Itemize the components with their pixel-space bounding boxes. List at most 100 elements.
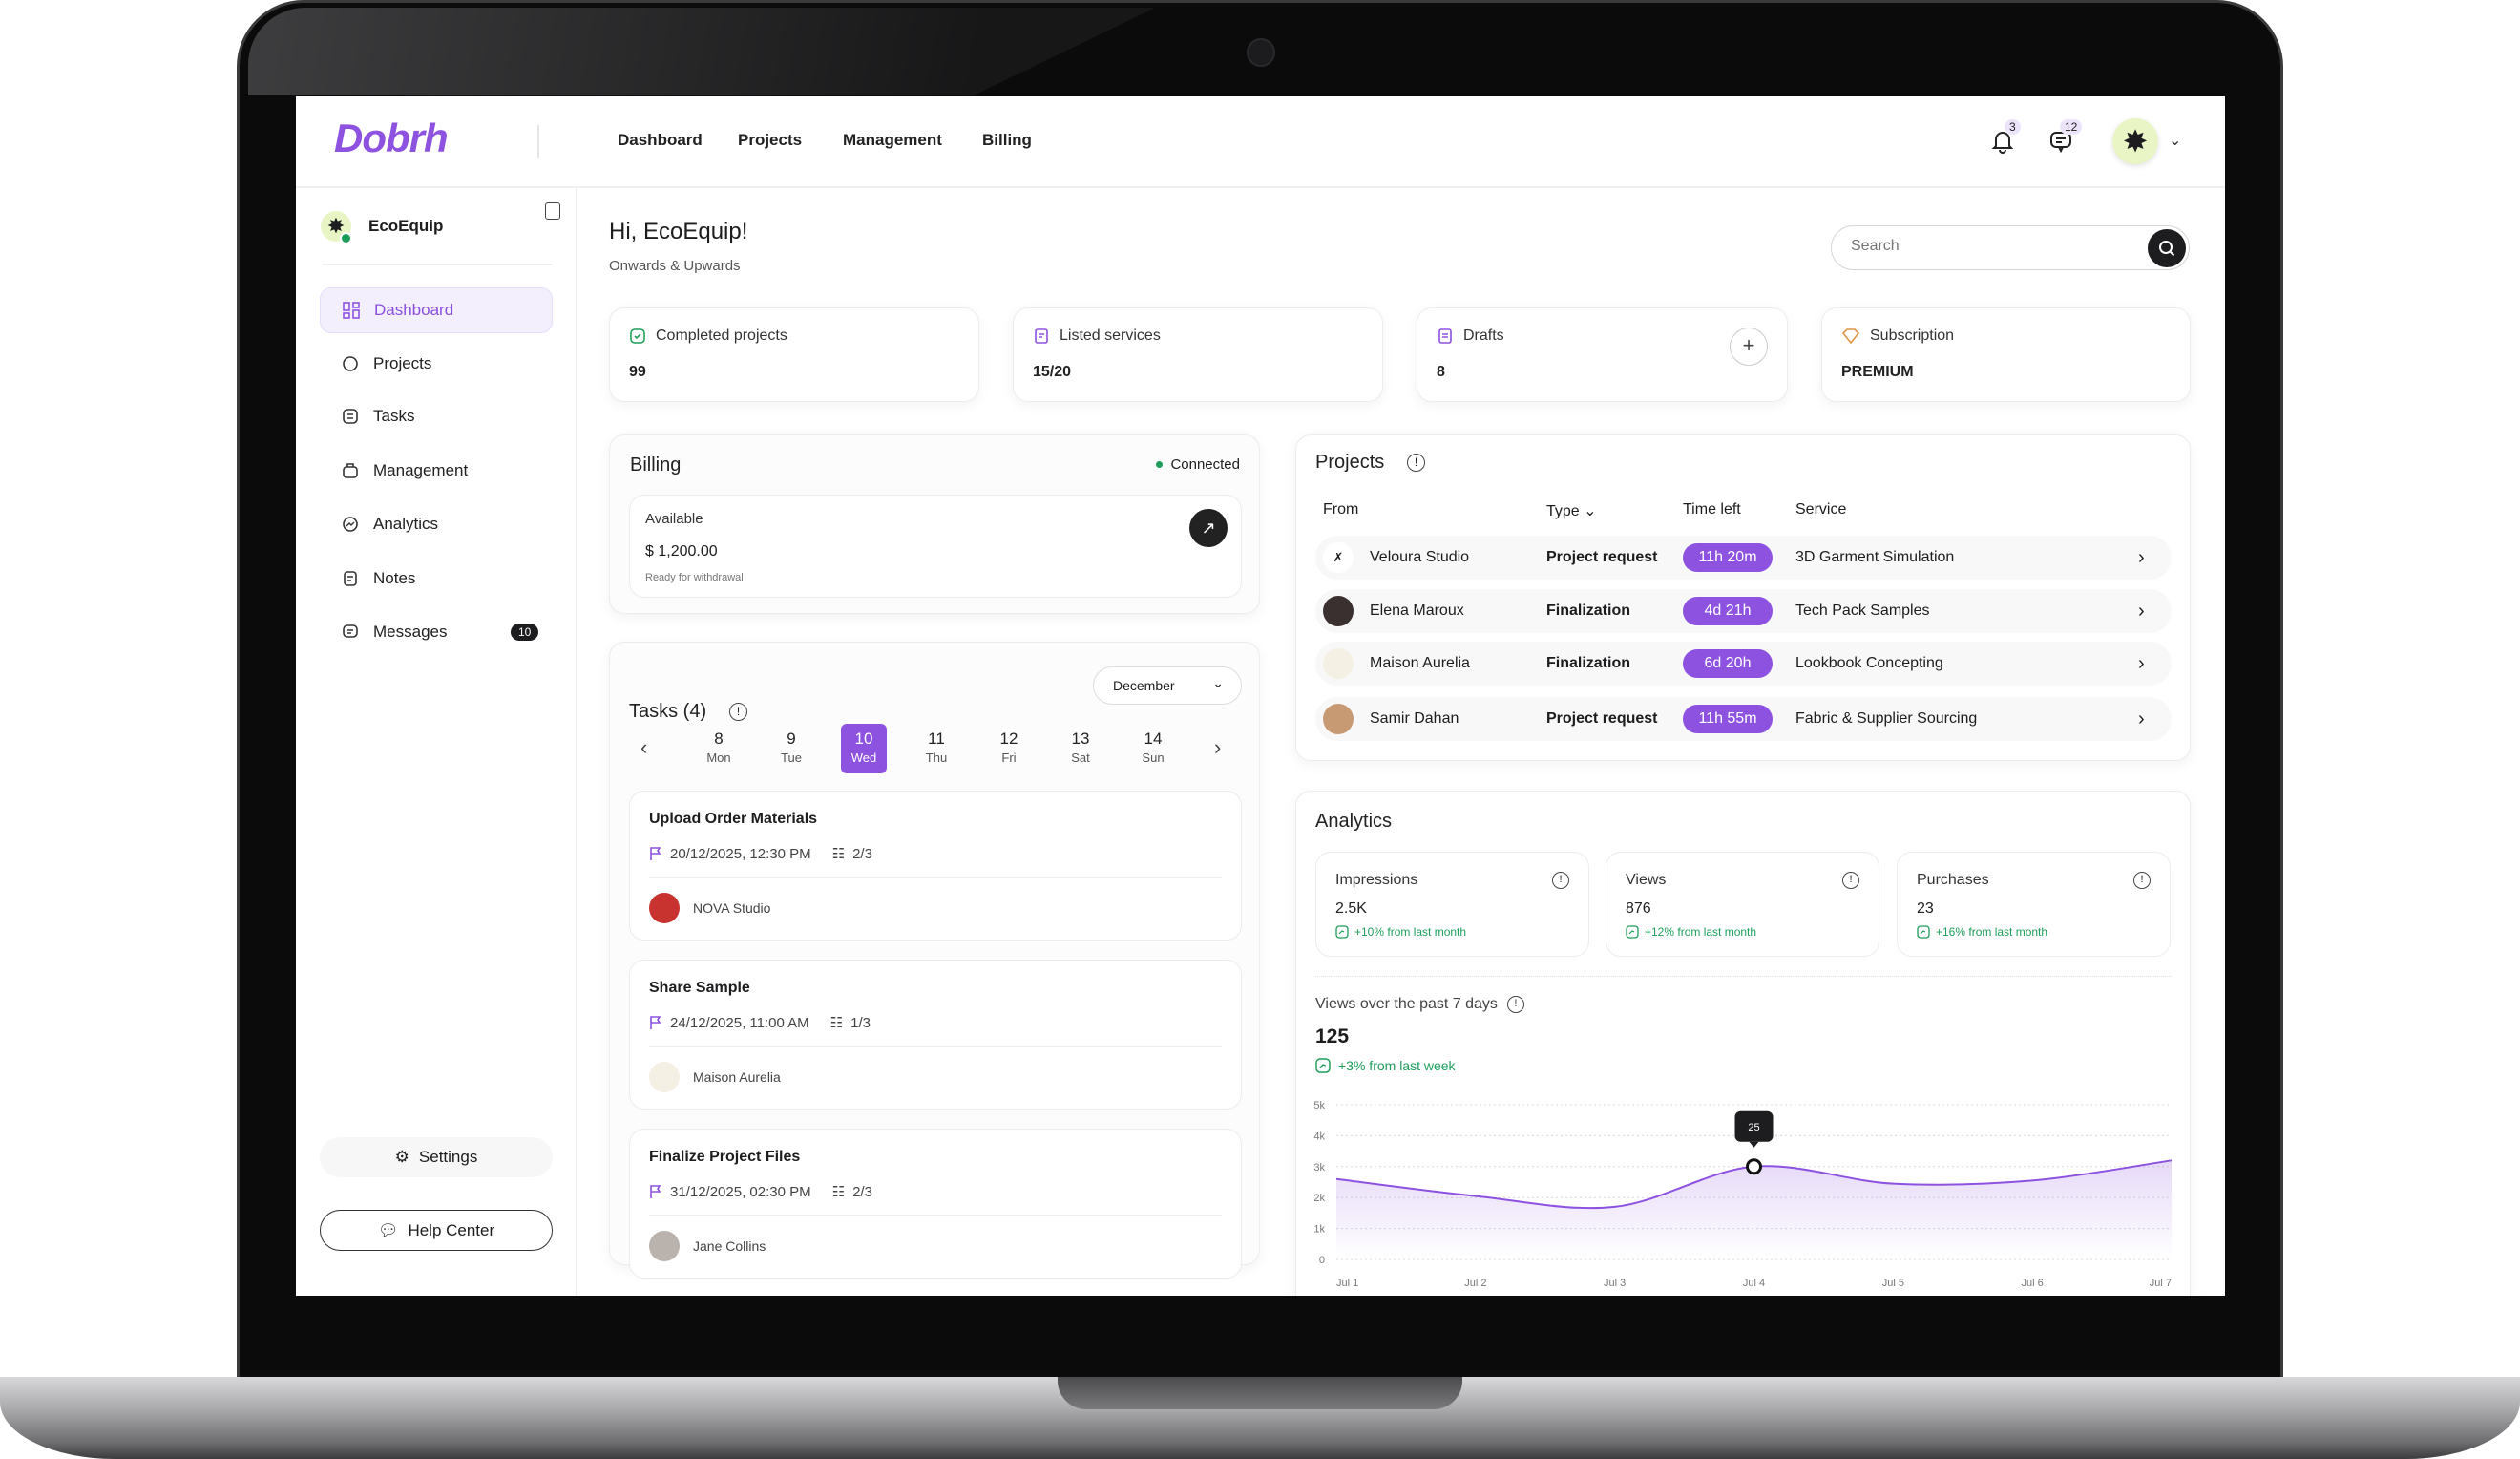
task-progress: 1/3 [850,1014,871,1031]
sidebar: ✸ EcoEquip Dashboard Projects Tasks Mana… [296,188,578,1296]
day-9[interactable]: 9 Tue [768,724,814,773]
analytics-icon [341,515,360,534]
nav-dashboard[interactable]: Dashboard [618,131,703,149]
info-icon[interactable]: ! [1407,454,1425,472]
metric-label: Impressions [1335,872,1418,888]
day-10[interactable]: 10 Wed [841,724,887,773]
day-number: 11 [928,730,945,748]
day-weekday: Sun [1142,751,1165,765]
metric-change: +16% from last month [1936,925,2048,939]
day-weekday: Tue [781,751,802,765]
project-row[interactable]: Maison Aurelia Finalization 6d 20h Lookb… [1315,642,2172,686]
search-input[interactable] [1851,238,2118,255]
sidebar-item-label: Tasks [373,407,415,425]
sidebar-item-label: Analytics [373,515,439,533]
sidebar-item-label: Management [373,461,469,479]
project-row[interactable]: Samir Dahan Project request 11h 55m Fabr… [1315,697,2172,741]
settings-button[interactable]: ⚙ Settings [320,1137,553,1177]
project-row[interactable]: ✗ Veloura Studio Project request 11h 20m… [1315,536,2172,580]
task-due-date: 20/12/2025, 12:30 PM [670,845,811,862]
task-progress: 2/3 [852,1183,872,1200]
day-13[interactable]: 13 Sat [1058,724,1103,773]
search-field[interactable] [1831,225,2190,270]
sidebar-item-management[interactable]: Management [320,448,553,494]
notes-icon [341,569,360,588]
trend-up-icon [1626,925,1639,939]
metric-card-impressions: Impressions ! 2.5K +10% from last month [1315,852,1589,957]
task-card[interactable]: Upload Order Materials 20/12/2025, 12:30… [629,791,1242,941]
trend-up-icon [1917,925,1930,939]
next-week-button[interactable]: › [1214,735,1222,759]
user-avatar[interactable]: ✸ [2112,118,2158,164]
notifications-button[interactable]: 3 [1991,119,2021,159]
task-title: Finalize Project Files [649,1149,801,1165]
project-row[interactable]: Elena Maroux Finalization 4d 21h Tech Pa… [1315,589,2172,633]
prev-week-button[interactable]: ‹ [640,735,648,759]
sidebar-item-messages[interactable]: Messages 10 [320,609,553,655]
tooltip-arrow [1749,1141,1759,1148]
day-number: 8 [714,730,724,748]
task-card[interactable]: Finalize Project Files 31/12/2025, 02:30… [629,1129,1242,1279]
day-14[interactable]: 14 Sun [1130,724,1176,773]
info-icon[interactable]: ! [1842,872,1859,889]
messages-button[interactable]: 12 [2048,119,2083,159]
metric-value: 2.5K [1335,900,1367,917]
search-button[interactable] [2148,229,2186,267]
x-tick-label: Jul 7 [2150,1278,2172,1289]
add-draft-button[interactable]: + [1730,328,1768,366]
sidebar-item-projects[interactable]: Projects [320,341,553,387]
column-time-left: Time left [1683,501,1741,518]
task-card[interactable]: Share Sample 24/12/2025, 11:00 AM ☷ 1/3 Ma… [629,960,1242,1110]
divider [322,264,553,265]
day-number: 13 [1071,730,1090,748]
logo[interactable]: Dobrh [334,116,449,160]
trend-up-icon [1315,1058,1331,1073]
day-11[interactable]: 11 Thu [914,724,959,773]
info-icon[interactable]: ! [729,703,747,721]
views-change: +3% from last week [1315,1058,1456,1073]
day-12[interactable]: 12 Fri [986,724,1032,773]
flag-icon [650,1185,662,1198]
verified-icon [340,232,352,244]
balance-note: Ready for withdrawal [645,572,744,583]
info-icon[interactable]: ! [2133,872,2151,889]
info-icon[interactable]: ! [1552,872,1569,889]
views-change-text: +3% from last week [1338,1058,1456,1073]
withdraw-button[interactable]: ↗ [1189,509,1228,547]
x-tick-label: Jul 6 [2022,1278,2044,1289]
sidebar-item-notes[interactable]: Notes [320,556,553,602]
task-due-date: 24/12/2025, 11:00 AM [670,1014,809,1031]
stat-label: Listed services [1060,328,1161,344]
message-icon [341,623,360,642]
project-service: Tech Pack Samples [1796,603,1930,619]
sidebar-item-tasks[interactable]: Tasks [320,393,553,439]
search-icon [2159,241,2175,257]
day-8[interactable]: 8 Mon [696,724,742,773]
collapse-sidebar-icon[interactable] [545,202,560,220]
month-select[interactable]: December ⌄ [1093,666,1242,705]
nav-billing[interactable]: Billing [982,131,1032,149]
column-type-label: Type [1546,503,1580,519]
task-title: Upload Order Materials [649,811,818,827]
status-dot [1156,461,1164,468]
chevron-down-icon[interactable]: ⌄ [2169,133,2182,149]
day-weekday: Wed [850,751,877,765]
help-center-button[interactable]: 💬︎ Help Center [320,1210,553,1251]
chat-icon [2050,132,2071,154]
bell-icon [1991,132,2014,154]
chevron-right-icon: › [2138,652,2145,674]
nav-projects[interactable]: Projects [738,131,803,149]
stat-label: Completed projects [656,328,788,344]
task-title: Share Sample [649,980,750,996]
day-weekday: Mon [706,751,731,765]
sidebar-item-analytics[interactable]: Analytics [320,501,553,547]
info-icon[interactable]: ! [1506,996,1524,1013]
subtasks-icon: ☷ [831,846,846,862]
client-avatar: ✗ [1323,542,1354,573]
column-type[interactable]: Type ⌄ [1546,501,1597,520]
sidebar-item-dashboard[interactable]: Dashboard [320,287,553,333]
nav-management[interactable]: Management [843,131,942,149]
day-weekday: Thu [925,751,948,765]
day-number: 9 [787,730,796,748]
column-service: Service [1796,501,1847,518]
